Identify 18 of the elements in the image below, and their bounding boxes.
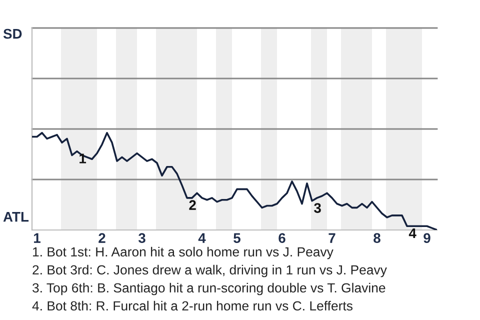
annotation: 3 bbox=[314, 203, 321, 213]
x-tick-label: 3 bbox=[138, 233, 146, 243]
x-tick-label: 8 bbox=[374, 233, 380, 243]
x-tick-label: 4 bbox=[198, 233, 206, 243]
x-tick-label: 2 bbox=[98, 233, 106, 243]
text: 1. Bot 1st: H. Aaron hit a solo home run vs J. Peavy bbox=[33, 246, 334, 260]
text: 4. Bot 8th: R. Furcal hit a 2-run home run vs C. Lefferts bbox=[32, 300, 352, 311]
x-tick-label: 7 bbox=[328, 233, 336, 243]
x-tick-label: 9 bbox=[424, 233, 430, 243]
text: SD bbox=[3, 28, 22, 39]
text: 3. Top 6th: B. Santiago hit a run-scoring double vs T. Glavine bbox=[32, 282, 386, 296]
x-tick-label: 6 bbox=[278, 233, 286, 243]
text: ATL bbox=[3, 212, 29, 222]
x-tick-label: 1 bbox=[34, 233, 40, 243]
annotation: 1 bbox=[80, 154, 86, 164]
x-tick-label: 5 bbox=[234, 233, 240, 243]
text: 2. Bot 3rd: C. Jones drew a walk, driving in 1 run vs J. Peavy bbox=[32, 264, 387, 278]
annotation: 2 bbox=[189, 200, 196, 210]
